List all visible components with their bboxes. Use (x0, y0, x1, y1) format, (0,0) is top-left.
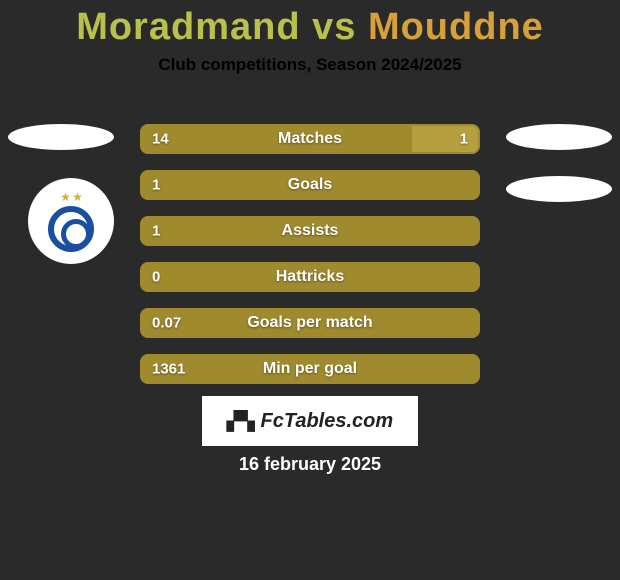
comparison-title: Moradmand vs Mouddne (0, 0, 620, 49)
stat-row: Matches141 (140, 124, 480, 154)
badge-stars-icon: ★ ★ (60, 190, 82, 204)
subtitle: Club competitions, Season 2024/2025 (0, 55, 620, 75)
title-player-left: Moradmand (76, 6, 300, 48)
chart-icon: ▞▚ (227, 411, 255, 432)
stat-row: Goals per match0.07 (140, 308, 480, 338)
stat-bar-right (412, 124, 480, 154)
title-vs: vs (301, 6, 368, 48)
stat-value-left: 1 (152, 223, 160, 240)
stat-value-left: 1361 (152, 361, 185, 378)
stat-value-left: 14 (152, 131, 169, 148)
player-right-club-placeholder (506, 176, 612, 202)
player-left-flag-placeholder (8, 124, 114, 150)
logo-text: FcTables.com (261, 410, 394, 433)
stat-bar-left (140, 354, 480, 384)
stat-value-left: 1 (152, 177, 160, 194)
stat-bar-left (140, 124, 412, 154)
snapshot-date: 16 february 2025 (0, 454, 620, 475)
stat-bar-left (140, 308, 480, 338)
badge-ring-icon (48, 206, 94, 252)
stat-value-left: 0.07 (152, 315, 181, 332)
stat-value-left: 0 (152, 269, 160, 286)
title-player-right: Mouddne (368, 6, 544, 48)
fctables-logo: ▞▚ FcTables.com (202, 396, 418, 446)
stat-row: Goals1 (140, 170, 480, 200)
player-left-club-badge: ★ ★ (28, 178, 114, 264)
stat-bar-left (140, 170, 480, 200)
comparison-bars: Matches141Goals1Assists1Hattricks0Goals … (140, 124, 480, 400)
stat-row: Hattricks0 (140, 262, 480, 292)
stat-row: Min per goal1361 (140, 354, 480, 384)
stat-bar-left (140, 216, 480, 246)
stat-bar-left (140, 262, 480, 292)
stat-row: Assists1 (140, 216, 480, 246)
player-right-flag-placeholder (506, 124, 612, 150)
stat-value-right: 1 (460, 131, 468, 148)
